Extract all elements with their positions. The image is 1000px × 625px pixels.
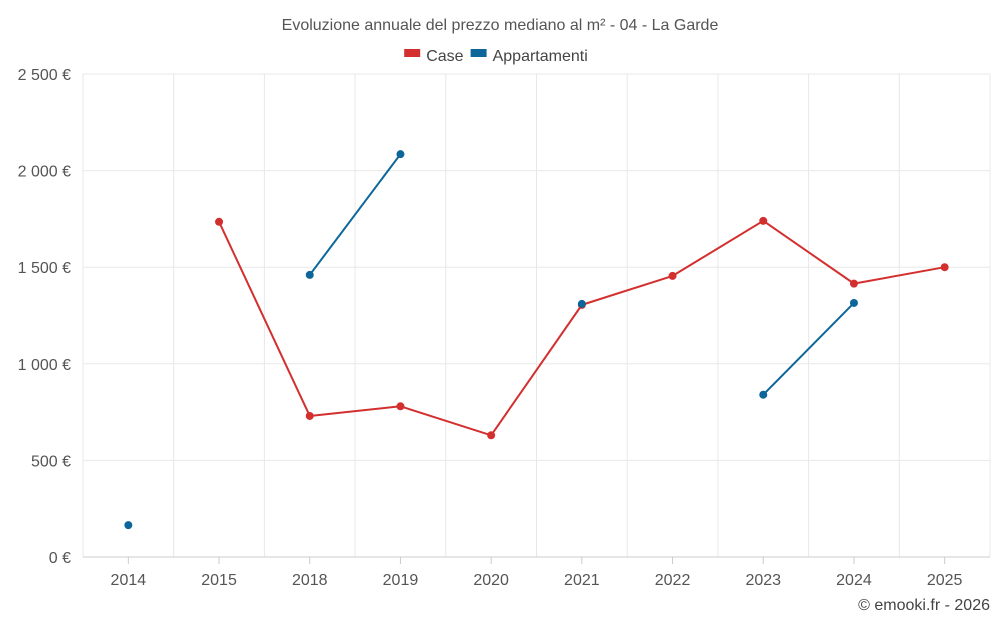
series-line-segment bbox=[672, 219, 764, 277]
data-point[interactable] bbox=[849, 298, 858, 307]
series-line-segment bbox=[308, 153, 402, 276]
y-tick-label: 2 500 € bbox=[18, 67, 71, 84]
data-point[interactable] bbox=[759, 390, 768, 399]
data-point[interactable] bbox=[849, 279, 858, 288]
chart-title: Evoluzione annuale del prezzo mediano al… bbox=[282, 17, 719, 34]
series-line-segment bbox=[218, 221, 311, 417]
legend-swatch bbox=[404, 49, 421, 57]
x-tick-label: 2023 bbox=[745, 572, 781, 589]
x-tick-label: 2024 bbox=[836, 572, 872, 589]
series-line-segment bbox=[762, 220, 855, 285]
legend-item-case[interactable]: Case bbox=[404, 48, 464, 65]
series-line-segment bbox=[309, 405, 401, 417]
legend-label: Appartamenti bbox=[493, 48, 588, 65]
data-point[interactable] bbox=[396, 150, 405, 159]
data-point[interactable] bbox=[305, 411, 314, 420]
series-line-segment bbox=[762, 302, 855, 396]
y-tick-label: 0 € bbox=[49, 550, 71, 567]
x-tick-label: 2020 bbox=[473, 572, 509, 589]
series-line-segment bbox=[490, 304, 583, 436]
axes: 0 € 500 € 1 000 € 1 500 € 2 000 € 2 500 € 2014… bbox=[18, 67, 990, 589]
x-tick-label: 2022 bbox=[655, 572, 691, 589]
data-point[interactable] bbox=[124, 521, 133, 530]
series-case bbox=[215, 216, 949, 440]
series-appartamenti bbox=[124, 150, 858, 530]
series-line-segment bbox=[581, 274, 673, 306]
legend-label: Case bbox=[426, 48, 463, 65]
x-tick-label: 2014 bbox=[111, 572, 147, 589]
legend-swatch bbox=[470, 49, 487, 57]
legend-item-appartamenti[interactable]: Appartamenti bbox=[470, 48, 588, 65]
series-line-segment bbox=[400, 405, 492, 437]
data-point[interactable] bbox=[305, 270, 314, 279]
x-tick-label: 2021 bbox=[564, 572, 600, 589]
x-tick-label: 2019 bbox=[383, 572, 419, 589]
data-point[interactable] bbox=[577, 299, 586, 308]
credit-text: © emooki.fr - 2026 bbox=[858, 597, 990, 614]
data-point[interactable] bbox=[396, 402, 405, 411]
data-point[interactable] bbox=[487, 431, 496, 440]
series-line-segment bbox=[853, 266, 945, 285]
y-tick-label: 2 000 € bbox=[18, 164, 71, 181]
legend[interactable]: Case Appartamenti bbox=[404, 48, 588, 65]
data-point[interactable] bbox=[668, 271, 677, 280]
grid bbox=[82, 73, 991, 557]
y-tick-label: 1 500 € bbox=[18, 260, 71, 277]
x-tick-label: 2025 bbox=[927, 572, 963, 589]
x-tick-label: 2018 bbox=[292, 572, 328, 589]
data-point[interactable] bbox=[759, 216, 768, 225]
x-tick-label: 2015 bbox=[201, 572, 237, 589]
y-tick-label: 500 € bbox=[31, 453, 71, 470]
y-tick-label: 1 000 € bbox=[18, 357, 71, 374]
plot-area bbox=[124, 150, 949, 530]
data-point[interactable] bbox=[940, 263, 949, 272]
data-point[interactable] bbox=[215, 217, 224, 226]
